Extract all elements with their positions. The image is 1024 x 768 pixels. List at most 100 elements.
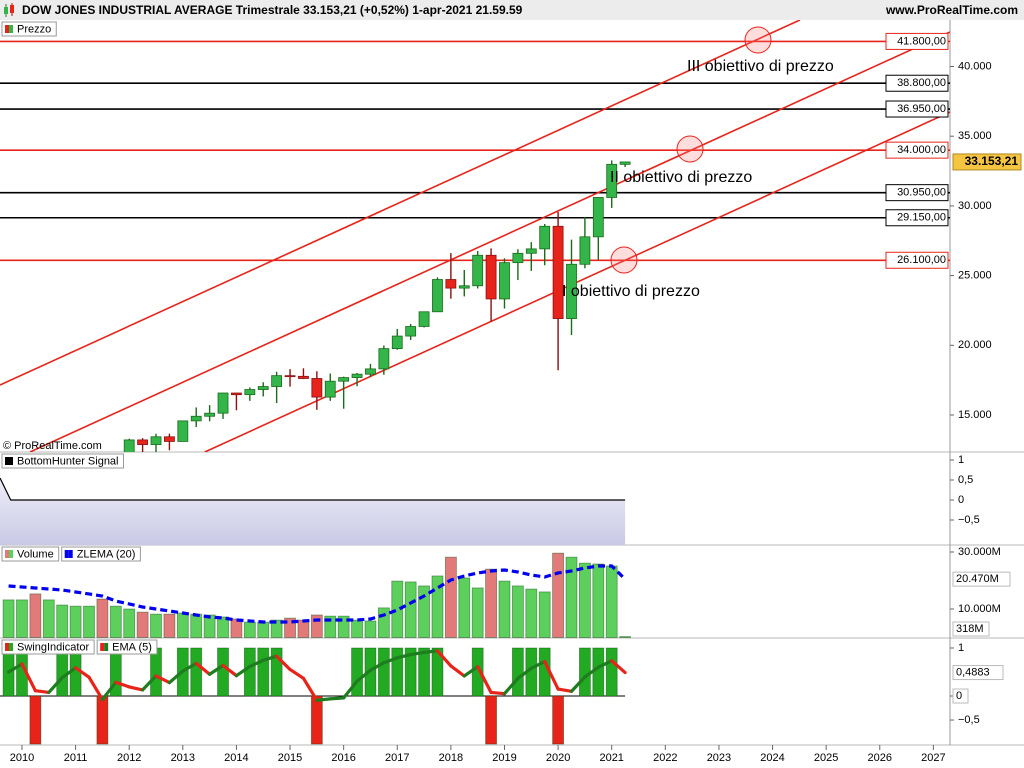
x-tick-label: 2010 — [10, 752, 34, 764]
candle-body — [244, 389, 256, 396]
x-tick-label: 2024 — [760, 752, 784, 764]
bar — [364, 620, 377, 638]
x-tick-label: 2020 — [546, 752, 570, 764]
bar — [511, 585, 524, 638]
bar — [351, 619, 363, 638]
value-tag-box — [952, 621, 990, 637]
bar — [29, 593, 42, 638]
x-tick-label: 2015 — [278, 752, 302, 764]
bar — [498, 580, 511, 638]
x-tick-label: 2023 — [707, 752, 731, 764]
line-segment — [288, 667, 306, 680]
candle-body — [231, 392, 242, 396]
candle-body — [150, 436, 162, 445]
legend-label: BottomHunter Signal — [17, 455, 119, 467]
line-segment — [502, 676, 520, 696]
candle-body — [338, 377, 350, 382]
x-tick-label: 2026 — [868, 752, 892, 764]
bar — [270, 619, 283, 638]
legend-icon — [5, 25, 9, 33]
candle-body — [324, 380, 336, 398]
candle-body — [472, 254, 484, 287]
line-segment — [489, 690, 507, 696]
bar — [605, 565, 618, 638]
value-tag-label: 20.470M — [956, 573, 999, 585]
bar — [431, 575, 444, 638]
price-panel — [0, 20, 950, 452]
legend-icon — [5, 457, 9, 465]
candle-body — [378, 348, 390, 370]
signal-area — [0, 478, 626, 545]
candle-body — [619, 161, 631, 165]
value-tag: 318M — [952, 621, 990, 637]
candle-body — [177, 420, 189, 442]
line-segment — [167, 669, 185, 685]
bar — [217, 647, 229, 697]
value-tag-label: 0,4883 — [956, 666, 990, 678]
line-segment — [248, 658, 265, 669]
legend-entry: Volume — [1, 546, 60, 562]
candle-body — [311, 378, 323, 398]
bar — [552, 695, 564, 745]
bar — [109, 605, 122, 638]
line-segment — [234, 664, 252, 678]
bar — [485, 568, 497, 638]
value-tag: 20.470M — [952, 571, 1011, 587]
line-segment — [342, 679, 359, 700]
bar — [243, 621, 256, 638]
target-circle — [744, 26, 772, 54]
bar — [284, 617, 296, 638]
y-tick-label: −0,5 — [958, 514, 980, 526]
x-tick-label: 2014 — [224, 752, 248, 764]
bar — [605, 647, 618, 697]
line-segment — [87, 675, 104, 702]
line-segment — [194, 661, 212, 676]
candle-body — [592, 197, 604, 238]
candle-body — [525, 248, 537, 254]
price-level-box — [885, 141, 949, 159]
legend-label: ZLEMA (20) — [77, 548, 136, 560]
bar — [418, 647, 430, 697]
line — [8, 564, 627, 624]
bar — [203, 614, 216, 638]
legend-icon — [100, 643, 105, 651]
bar — [579, 562, 591, 638]
legend-icon — [64, 550, 69, 558]
price-level-label: 36.950,00 — [897, 103, 946, 115]
value-tag-label: 33.153,21 — [965, 154, 1019, 168]
candle-body — [284, 375, 296, 378]
line-segment — [462, 665, 480, 678]
indicator-panel — [2, 552, 632, 638]
bar — [176, 612, 189, 638]
trendline — [29, 31, 950, 452]
bar — [190, 647, 203, 697]
value-tag-box — [952, 153, 1022, 171]
bar — [2, 599, 15, 638]
bar — [579, 647, 591, 697]
bar — [217, 616, 229, 638]
candle-body — [432, 279, 443, 313]
bar — [377, 607, 390, 638]
value-tag: 0 — [952, 688, 969, 704]
legend-label: Prezzo — [17, 23, 51, 35]
line-segment — [409, 650, 426, 657]
bar — [243, 647, 256, 697]
y-tick-label: 20.000 — [958, 339, 992, 351]
line-segment — [261, 654, 279, 662]
x-tick-label: 2025 — [814, 752, 838, 764]
target-circle — [676, 135, 704, 163]
price-level-label: 38.800,00 — [897, 77, 946, 89]
legend-entry: BottomHunter Signal — [1, 453, 124, 469]
bar — [297, 619, 310, 638]
x-tick-label: 2016 — [331, 752, 355, 764]
line-segment — [47, 676, 64, 695]
annotation: II obiettivo di prezzo — [610, 169, 752, 186]
bar — [29, 695, 42, 745]
line-segment — [422, 649, 440, 654]
price-level-label: 26.100,00 — [897, 254, 946, 266]
legend-label: EMA (5) — [112, 641, 152, 653]
x-tick-label: 2018 — [439, 752, 463, 764]
legend-icon — [68, 550, 73, 558]
bar — [391, 580, 404, 638]
